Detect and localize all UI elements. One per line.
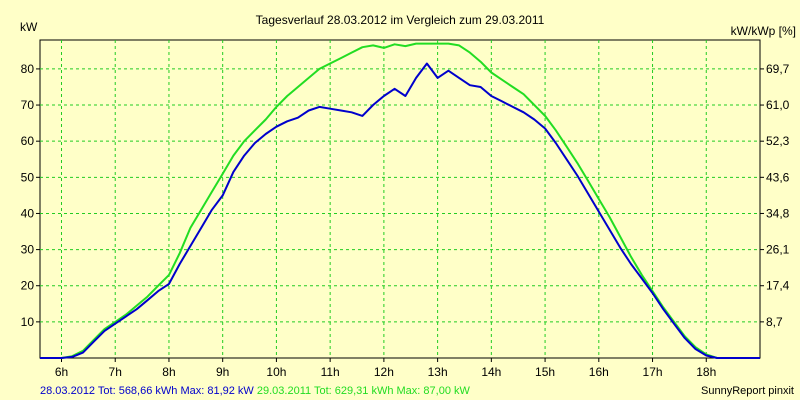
series-line-2011 <box>40 42 760 359</box>
y-tick-label-right: 69,7 <box>766 62 790 76</box>
footer-summary: 28.03.2012 Tot: 568,66 kWh Max: 81,92 kW… <box>40 385 470 397</box>
x-tick-label: 17h <box>643 365 663 379</box>
x-tick-label: 13h <box>428 365 448 379</box>
plot-area: 6h 7h 8h 9h 10h 11h 12h 13h 14h 15h 16h 17h 18h 10 20 3… <box>21 39 790 379</box>
chart-title: Tagesverlauf 28.03.2012 im Vergleich zum… <box>256 13 545 27</box>
x-tick-label: 14h <box>481 365 501 379</box>
x-tick-label: 11h <box>321 365 340 379</box>
footer-2012-summary: 28.03.2012 Tot: 568,66 kWh Max: 81,92 kW <box>40 385 254 397</box>
y-tick-label-left: 20 <box>21 279 35 293</box>
y-tick-label-left: 50 <box>21 170 35 184</box>
x-tick-label: 15h <box>535 365 555 379</box>
x-tick-label: 12h <box>374 365 394 379</box>
x-tick-label: 18h <box>696 365 716 379</box>
y-tick-label-left: 70 <box>21 98 35 112</box>
y-tick-label-left: 60 <box>21 134 35 148</box>
series-line-2012 <box>40 62 760 359</box>
footer-2011-summary: 29.03.2011 Tot: 629,31 kWh Max: 87,00 kW <box>256 385 470 397</box>
footer-credit: SunnyReport pinxit <box>701 385 794 397</box>
x-tick-label: 6h <box>55 365 68 379</box>
y-tick-label-left: 30 <box>21 243 35 257</box>
y-axis-label-right: kW/kWp [%] <box>731 24 796 38</box>
y-tick-label-right: 43,6 <box>766 170 790 184</box>
y-tick-label-left: 80 <box>21 62 35 76</box>
plot-frame <box>39 39 761 359</box>
x-tick-label: 7h <box>109 365 122 379</box>
y-tick-label-right: 61,0 <box>766 98 790 112</box>
y-tick-label-right: 17,4 <box>766 279 790 293</box>
y-tick-label-left: 10 <box>21 315 35 329</box>
x-tick-label: 16h <box>589 365 609 379</box>
x-tick-label: 8h <box>162 365 175 379</box>
y-tick-label-right: 8,7 <box>766 315 783 329</box>
y-tick-label-right: 52,3 <box>766 134 790 148</box>
x-tick-label: 10h <box>266 365 286 379</box>
y-tick-label-left: 40 <box>21 206 35 220</box>
x-tick-label: 9h <box>216 365 229 379</box>
y-axis-label-left: kW <box>20 20 38 34</box>
y-tick-label-right: 34,8 <box>766 206 790 220</box>
y-tick-label-right: 26,1 <box>766 243 790 257</box>
